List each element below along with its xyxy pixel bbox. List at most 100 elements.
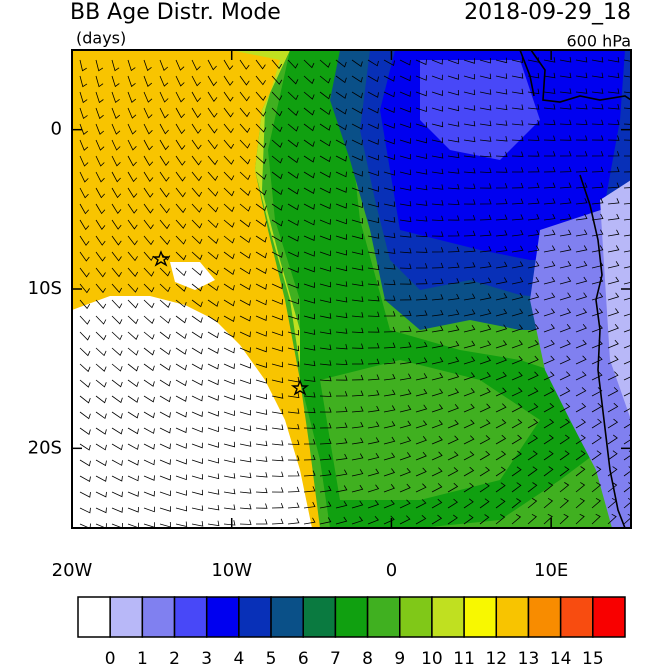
wind-barb [367, 217, 380, 224]
wind-barb [607, 450, 618, 461]
colorbar-box [431, 596, 465, 638]
wind-barb [591, 151, 604, 157]
wind-barb [511, 57, 524, 64]
wind-barb [239, 315, 251, 322]
wind-barb [383, 452, 396, 461]
wind-barb [575, 402, 587, 413]
wind-barb [239, 394, 251, 400]
wind-barb [463, 372, 476, 381]
wind-barb [479, 183, 492, 189]
wind-barb [95, 347, 107, 357]
wind-barb [95, 283, 106, 294]
wind-barb [623, 324, 631, 333]
wind-barb [479, 498, 490, 509]
wind-barb [303, 407, 316, 414]
wind-barb [367, 91, 379, 98]
wind-barb [575, 339, 587, 349]
wind-barb [415, 216, 428, 222]
wind-barb [575, 229, 588, 237]
wind-barb [367, 311, 380, 317]
wind-barb [127, 251, 138, 262]
wind-barb [127, 203, 138, 214]
wind-barb [271, 107, 283, 117]
wind-barb [607, 339, 619, 349]
colorbar-label: 15 [582, 649, 604, 667]
wind-barb [399, 373, 412, 381]
wind-barb [191, 505, 204, 511]
wind-barb [255, 107, 267, 117]
wind-barb [447, 278, 460, 285]
wind-barb [175, 299, 187, 308]
wind-barb [351, 484, 364, 493]
wind-barb [79, 475, 91, 483]
wind-barb [79, 267, 90, 278]
wind-barb [207, 363, 219, 370]
wind-barb [367, 123, 379, 130]
wind-barb [319, 375, 332, 382]
wind-barb [271, 455, 284, 462]
wind-barb [287, 502, 300, 509]
wind-barb [271, 299, 283, 305]
wind-barb [511, 466, 522, 477]
wind-barb [399, 106, 411, 113]
wind-barb [143, 107, 153, 119]
wind-barb [159, 363, 171, 371]
wind-barb [335, 123, 347, 131]
wind-barb [95, 427, 107, 435]
wind-barb [223, 139, 235, 150]
wind-barb [511, 198, 524, 205]
wind-barb [575, 292, 588, 301]
wind-barb [255, 315, 267, 321]
wind-barb [95, 363, 107, 372]
wind-barb [255, 139, 267, 149]
wind-barb [239, 267, 251, 275]
wind-barb [335, 107, 347, 115]
wind-barb [463, 199, 476, 205]
wind-barb [159, 331, 171, 340]
wind-barb [495, 466, 506, 477]
wind-barb [527, 387, 539, 397]
wind-barb [575, 88, 588, 94]
wind-barb [623, 123, 631, 125]
wind-barb [95, 75, 104, 88]
wind-barb [559, 151, 572, 157]
wind-barb [399, 420, 412, 429]
wind-barb [511, 434, 523, 445]
wind-barb [127, 506, 139, 513]
wind-barb [159, 235, 171, 245]
wind-barb [143, 427, 155, 434]
wind-barb [239, 219, 251, 228]
wind-barb [607, 135, 620, 141]
wind-barb [271, 330, 283, 337]
wind-barb [239, 456, 252, 463]
wind-barb [415, 436, 427, 445]
wind-barb [111, 427, 123, 435]
wind-barb [191, 458, 203, 464]
wind-barb [79, 107, 88, 120]
wind-barb [527, 308, 540, 317]
wind-barb [367, 186, 379, 192]
wind-barb [191, 267, 203, 276]
wind-barb [95, 267, 106, 278]
wind-barb [79, 459, 91, 467]
wind-barb [543, 292, 556, 301]
wind-barb [271, 251, 283, 258]
wind-barb [143, 171, 154, 182]
wind-barb [319, 501, 332, 509]
wind-barb [463, 136, 476, 143]
wind-barb [319, 281, 332, 288]
wind-barb [271, 219, 283, 227]
wind-barb [383, 154, 395, 160]
wind-barb [351, 374, 364, 381]
wind-barb [271, 408, 284, 415]
wind-barb [575, 182, 588, 189]
wind-barb [335, 59, 347, 68]
wind-barb [255, 283, 267, 290]
wind-barb [255, 472, 268, 478]
wind-barb [351, 327, 364, 334]
wind-barb [287, 314, 299, 320]
wind-barb [495, 261, 508, 269]
wind-barb [143, 315, 155, 324]
wind-barb [447, 325, 460, 333]
wind-barb [239, 139, 251, 149]
